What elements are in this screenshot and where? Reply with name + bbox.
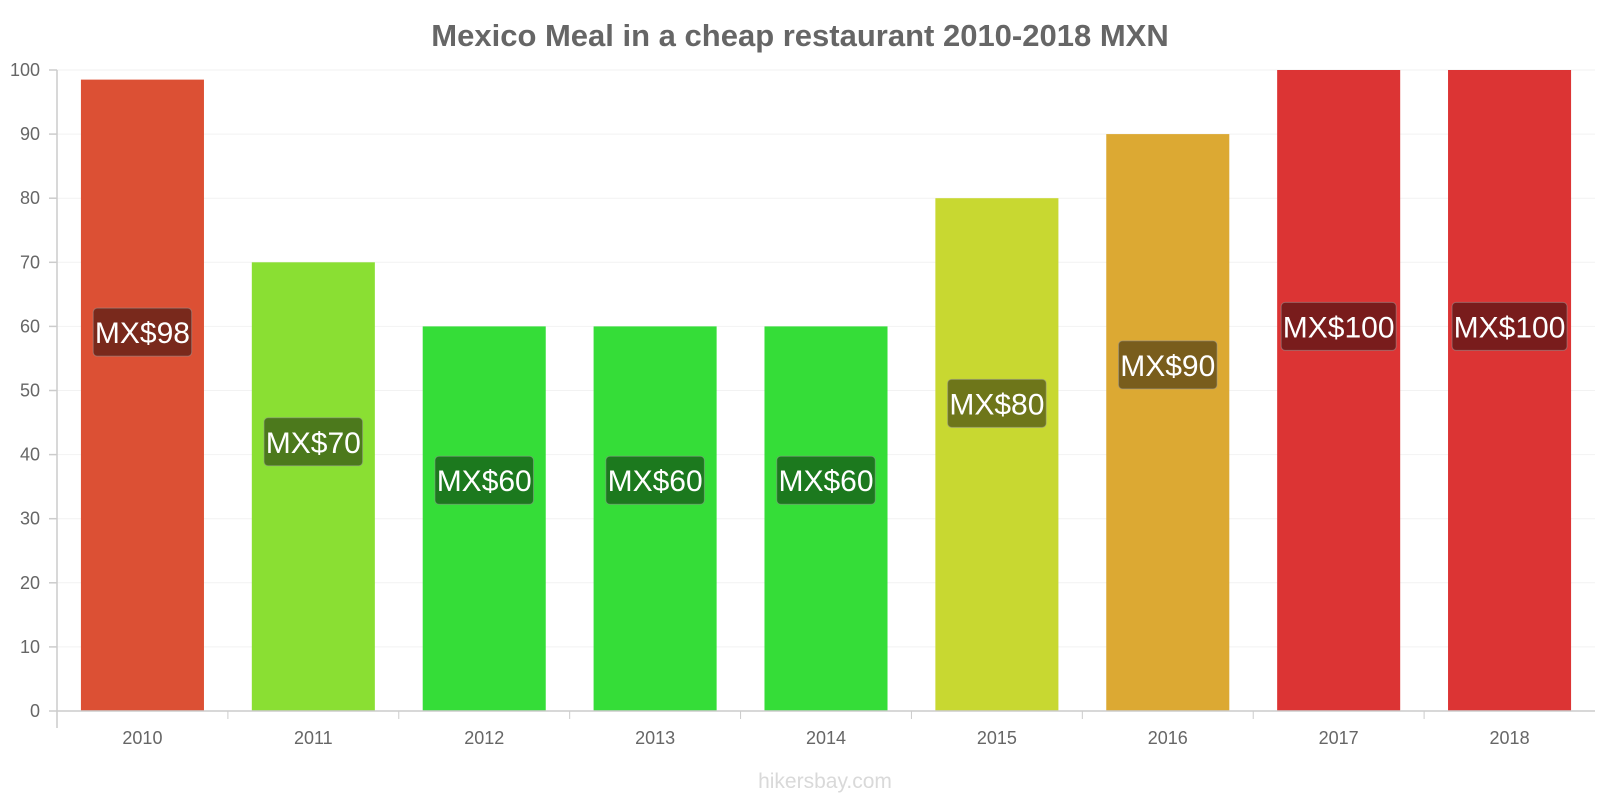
y-tick-label-60: 60 xyxy=(20,316,40,336)
y-tick-label-90: 90 xyxy=(20,124,40,144)
y-tick-label-40: 40 xyxy=(20,445,40,465)
data-label-2017: MX$100 xyxy=(1280,301,1397,351)
bar-2017 xyxy=(1277,70,1401,711)
data-label-text-2018: MX$100 xyxy=(1454,311,1566,344)
data-label-2011: MX$70 xyxy=(263,417,364,467)
x-axis-ticks: 2010 2011 2012 2013 2014 2015 2016 2017 2018 xyxy=(122,711,1530,748)
data-label-text-2010: MX$98 xyxy=(95,317,190,350)
data-label-box-2018 xyxy=(1451,301,1568,351)
data-label-box-2011 xyxy=(263,417,364,467)
y-tick-label-0: 0 xyxy=(30,701,40,721)
bar-2010 xyxy=(80,79,204,712)
data-label-box-2012 xyxy=(434,455,534,505)
bar-2016 xyxy=(1106,134,1230,712)
watermark-text: hikersbay.com xyxy=(758,770,892,793)
x-tick-label-2017: 2017 xyxy=(1319,728,1359,748)
data-label-text-2013: MX$60 xyxy=(608,465,703,498)
data-label-box-2017 xyxy=(1280,301,1397,351)
x-tick-label-2010: 2010 xyxy=(122,728,162,748)
bar-2012 xyxy=(422,326,546,711)
data-label-text-2012: MX$60 xyxy=(437,465,532,498)
data-label-text-2011: MX$70 xyxy=(266,427,361,460)
data-label-text-2017: MX$100 xyxy=(1283,311,1395,344)
y-tick-label-70: 70 xyxy=(20,252,40,272)
data-label-box-2016 xyxy=(1118,340,1218,390)
bar-2013 xyxy=(593,326,717,711)
x-tick-label-2014: 2014 xyxy=(806,728,846,748)
data-label-box-2013 xyxy=(605,455,705,505)
bar-2015 xyxy=(935,198,1059,711)
x-tick-label-2018: 2018 xyxy=(1490,728,1530,748)
data-label-box-2010 xyxy=(92,307,193,357)
x-tick-label-2015: 2015 xyxy=(977,728,1017,748)
chart-title: Mexico Meal in a cheap restaurant 2010-2… xyxy=(431,18,1168,53)
data-label-2018: MX$100 xyxy=(1451,301,1568,351)
bar-2018 xyxy=(1448,70,1572,711)
data-label-box-2015 xyxy=(947,378,1047,428)
y-tick-label-80: 80 xyxy=(20,188,40,208)
y-axis-ticks: 0 10 20 30 40 50 60 70 80 90 100 xyxy=(10,60,57,721)
x-tick-label-2012: 2012 xyxy=(464,728,504,748)
y-tick-label-50: 50 xyxy=(20,381,40,401)
data-label-2012: MX$60 xyxy=(434,455,534,505)
data-label-2010: MX$98 xyxy=(92,307,193,357)
data-label-text-2016: MX$90 xyxy=(1120,350,1215,383)
x-tick-label-2016: 2016 xyxy=(1148,728,1188,748)
y-tick-label-20: 20 xyxy=(20,573,40,593)
y-tick-label-10: 10 xyxy=(20,637,40,657)
y-tick-label-30: 30 xyxy=(20,509,40,529)
y-tick-label-100: 100 xyxy=(10,60,40,80)
bar-2014 xyxy=(764,326,888,711)
data-label-2015: MX$80 xyxy=(947,378,1047,428)
x-tick-label-2013: 2013 xyxy=(635,728,675,748)
data-labels: MX$98 MX$70 MX$60 MX$60 MX$60 MX$80 MX$90 MX$10… xyxy=(92,301,1568,505)
data-label-2016: MX$90 xyxy=(1118,340,1218,390)
data-label-2014: MX$60 xyxy=(776,455,876,505)
data-label-text-2014: MX$60 xyxy=(778,465,873,498)
data-label-2013: MX$60 xyxy=(605,455,705,505)
data-label-box-2014 xyxy=(776,455,876,505)
bars xyxy=(80,70,1572,712)
bar-2011 xyxy=(251,262,375,711)
x-tick-label-2011: 2011 xyxy=(294,728,333,748)
data-label-text-2015: MX$80 xyxy=(949,388,1044,421)
